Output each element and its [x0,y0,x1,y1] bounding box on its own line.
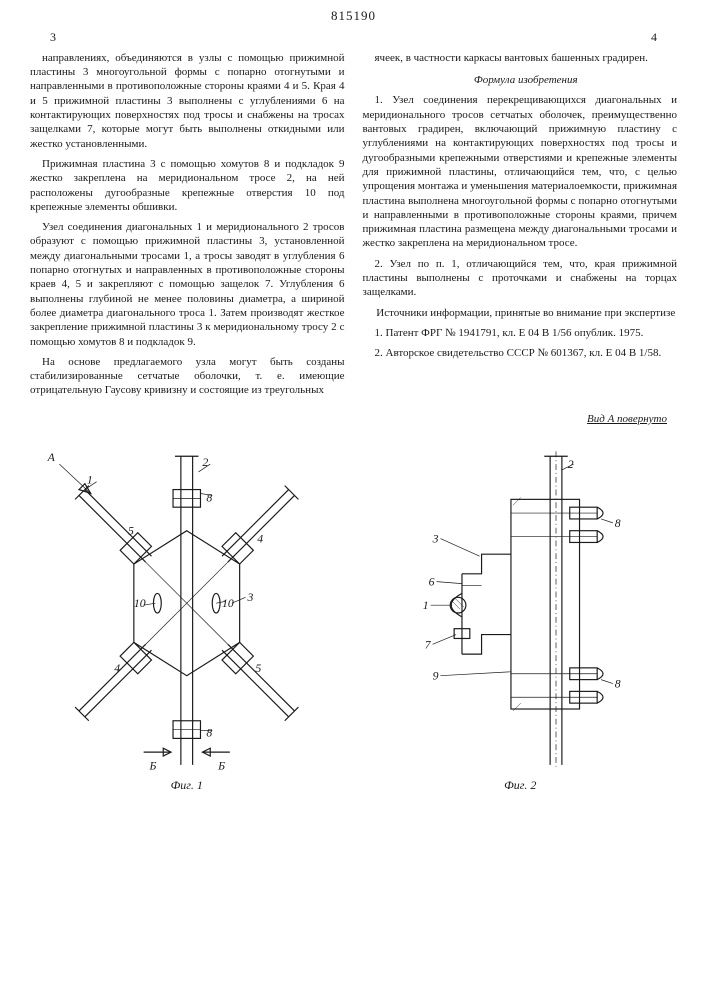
view-a-label: Вид А повернуто [0,412,707,426]
text-columns: направлениях, объединяются в узлы с помо… [0,31,707,404]
patent-number: 815190 [0,0,707,31]
svg-text:10: 10 [134,597,146,610]
svg-text:1: 1 [422,599,428,612]
lc-p2: Прижимная пластина 3 с помощью хомутов 8… [30,157,345,214]
fig1-svg: A [30,430,344,796]
rc-s1: 1. Патент ФРГ № 1941791, кл. E 04 B 1/56… [363,326,678,340]
svg-text:7: 7 [424,638,431,651]
svg-text:8: 8 [614,517,620,530]
svg-text:5: 5 [128,525,134,538]
svg-text:8: 8 [206,491,212,504]
figure-1: A [30,430,344,796]
rc-p2: 2. Узел по п. 1, отличающийся тем, что, … [363,257,678,300]
svg-text:A: A [47,451,56,464]
page-num-left: 3 [50,30,56,46]
svg-text:9: 9 [432,670,438,683]
svg-text:Б: Б [149,760,157,773]
svg-text:6: 6 [428,576,434,589]
rc-p1: 1. Узел соединения перекрещивающихся диа… [363,93,678,250]
rc-s2: 2. Авторское свидетельство СССР № 601367… [363,346,678,360]
left-column: направлениях, объединяются в узлы с помо… [30,51,345,404]
lc-p4: На основе предлагаемого узла могут быть … [30,355,345,398]
sources-title: Источники информации, принятые во вниман… [363,306,678,320]
page-num-right: 4 [651,30,657,46]
svg-text:Б: Б [217,760,225,773]
svg-text:3: 3 [431,532,438,545]
svg-text:4: 4 [114,662,120,675]
svg-text:8: 8 [206,726,212,739]
rc-p0: ячеек, в частности каркасы вантовых баше… [363,51,678,65]
fig2-svg: 2 3 6 1 7 8 8 9 [364,430,678,796]
figures-row: A [0,426,707,796]
figure-2: 2 3 6 1 7 8 8 9 Фиг. 2 [364,430,678,796]
right-column: ячеек, в частности каркасы вантовых баше… [363,51,678,404]
svg-text:10: 10 [222,597,234,610]
svg-text:4: 4 [257,532,263,545]
svg-text:8: 8 [614,677,620,690]
svg-text:5: 5 [255,662,261,675]
formula-title: Формула изобретения [363,73,678,87]
fig2-caption: Фиг. 2 [364,778,678,794]
lc-p3: Узел соединения диагональных 1 и меридио… [30,220,345,349]
fig1-caption: Фиг. 1 [30,778,344,794]
svg-text:3: 3 [246,591,253,604]
lc-p1: направлениях, объединяются в узлы с помо… [30,51,345,151]
